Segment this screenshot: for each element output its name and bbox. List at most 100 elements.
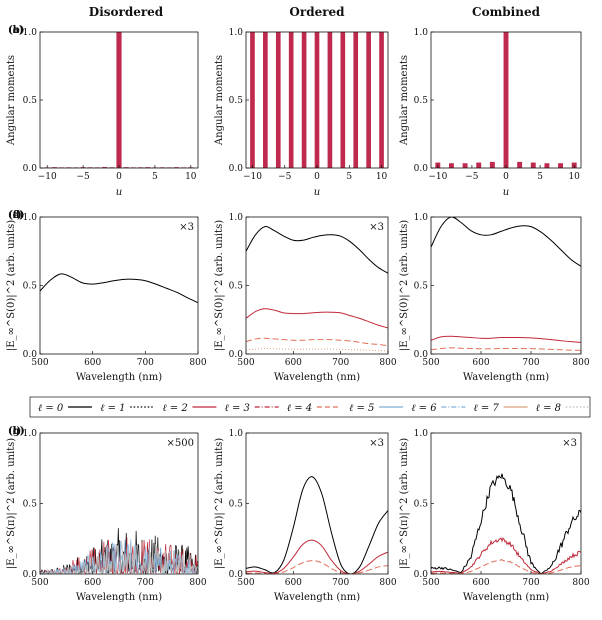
- x-tick-label: −10: [428, 172, 447, 182]
- bar-c--8: [449, 163, 454, 168]
- bar-b--8: [263, 32, 268, 168]
- bar-a-1: [123, 167, 129, 168]
- y-tick-label: 0.5: [23, 500, 38, 510]
- series-h-2: [246, 560, 388, 574]
- panel-f: (f) 500 600 700 800 0.0 0.5 1.0 Wavelength (nm): [8, 210, 590, 383]
- y-tick-label: 0.0: [23, 164, 38, 174]
- bar-b-10: [379, 32, 384, 168]
- legend-label-8: ℓ = 8: [536, 403, 561, 414]
- x-axis-label: u: [503, 187, 509, 198]
- panel-label: (b): [8, 25, 24, 36]
- x-tick-label: 10: [376, 172, 388, 182]
- plot-frame: [39, 216, 199, 355]
- scale-multiplier: ×500: [167, 438, 194, 449]
- series-d-0: [40, 273, 198, 304]
- y-tick-label: 0.5: [229, 282, 244, 292]
- bar-b--2: [301, 32, 307, 168]
- x-tick-label: 500: [31, 578, 48, 588]
- x-tick-label: −5: [76, 172, 90, 182]
- plot-area: [431, 473, 581, 574]
- panel-e: (e) 500 600 700 800 0.0 0.5 1.0 Wavelength (nm) ×…: [8, 210, 397, 383]
- x-tick-label: 600: [472, 358, 489, 368]
- x-tick-label: 800: [379, 578, 396, 588]
- bar-c--6: [462, 163, 468, 168]
- bar-b--10: [250, 32, 255, 168]
- y-axis-label-forward: |E_∞^S(0)|^2 (arb. units): [399, 220, 410, 351]
- y-tick-label: 0.5: [23, 96, 38, 106]
- y-tick-label: 1.0: [414, 28, 429, 38]
- x-tick-label: 5: [152, 172, 158, 182]
- bar-c--4: [476, 162, 482, 168]
- column-header-ordered: Ordered: [289, 5, 345, 19]
- x-tick-label: 0: [503, 172, 509, 182]
- bar-b--4: [288, 32, 294, 168]
- series-e-3: [246, 348, 388, 352]
- x-tick-label: 600: [472, 578, 489, 588]
- y-tick-label: 0.0: [229, 164, 244, 174]
- series-f-2: [431, 347, 581, 351]
- plot-area: [44, 32, 194, 168]
- panel-a: (a) −10 −5 0 5 10 0.0 0.5 1.0 u: [8, 25, 199, 198]
- x-tick-label: 800: [572, 578, 589, 588]
- bar-c-2: [517, 161, 523, 168]
- plot-area: [250, 32, 384, 168]
- panel-b: (b) −10 −5 0 5 10 0.0 0.5 1.0 u: [8, 25, 389, 198]
- x-axis-label: Wavelength (nm): [274, 372, 360, 383]
- y-tick-label: 1.0: [229, 28, 244, 38]
- scale-multiplier: ×3: [369, 222, 384, 233]
- y-tick-label: 0.5: [414, 500, 429, 510]
- y-tick-label: 1.0: [23, 429, 38, 439]
- plot-area: [40, 528, 198, 574]
- y-axis-label-backward: |E_∞^S(π)|^2 (arb. units): [214, 438, 225, 570]
- x-tick-label: 800: [189, 358, 206, 368]
- x-tick-label: −5: [465, 172, 479, 182]
- x-tick-label: 0: [314, 172, 320, 182]
- y-axis-label-forward: |E_∞^S(0)|^2 (arb. units): [6, 220, 17, 351]
- legend: ℓ = 0 ℓ = 1 ℓ = 2 ℓ = 3 ℓ = 4 ℓ = 5 ℓ = 6 ℓ = 7…: [29, 396, 591, 418]
- panel-label: (a): [8, 25, 24, 36]
- series-f-0: [431, 217, 581, 267]
- x-axis-label: Wavelength (nm): [76, 592, 162, 603]
- y-tick-label: 0.5: [229, 500, 244, 510]
- bar-c--2: [489, 161, 495, 168]
- plot-area: [435, 32, 577, 168]
- bar-b-4: [340, 32, 346, 168]
- x-tick-label: 10: [185, 172, 197, 182]
- legend-label-0: ℓ = 0: [38, 403, 64, 414]
- x-tick-label: 700: [137, 578, 154, 588]
- x-axis-label: Wavelength (nm): [463, 592, 549, 603]
- y-tick-label: 0.0: [23, 350, 38, 360]
- x-tick-label: 600: [84, 358, 101, 368]
- y-tick-label: 0.5: [23, 282, 38, 292]
- plot-area: [431, 217, 581, 351]
- y-tick-label: 1.0: [414, 429, 429, 439]
- x-axis-label: u: [314, 187, 320, 198]
- series-e-0: [246, 226, 388, 274]
- x-tick-label: 500: [422, 358, 439, 368]
- y-axis-label-backward: |E_∞^S(π)|^2 (arb. units): [6, 438, 17, 570]
- x-tick-label: −10: [243, 172, 262, 182]
- panel-label: (c): [8, 25, 24, 36]
- plot-frame: [430, 216, 582, 355]
- x-tick-label: 5: [346, 172, 352, 182]
- series-i-0: [431, 473, 581, 574]
- x-tick-label: 0: [116, 172, 122, 182]
- x-tick-label: 500: [31, 358, 48, 368]
- bar-c-4: [530, 162, 536, 168]
- panel-d: (d) 500 600 700 800 0.0 0.5 1.0 Wavelength (nm) ×…: [8, 210, 207, 383]
- bar-a--2: [102, 167, 108, 168]
- bar-b-8: [366, 32, 371, 168]
- x-axis-label: Wavelength (nm): [274, 592, 360, 603]
- y-tick-label: 0.0: [414, 570, 429, 580]
- series-f-1: [431, 335, 581, 343]
- series-e-2: [246, 337, 388, 347]
- y-axis-label-angular: Angular moments: [214, 55, 225, 146]
- panel-c: (c) −10 −5 0 5 10 0.0 0.5 1.0 u: [8, 25, 582, 198]
- scale-multiplier: ×3: [369, 438, 384, 449]
- y-tick-label: 0.0: [229, 350, 244, 360]
- x-tick-label: 600: [84, 578, 101, 588]
- plot-area: [40, 273, 198, 304]
- series-e-1: [246, 308, 388, 329]
- bar-a-8: [173, 167, 180, 168]
- panel-g: (g) 500 600 700 800 0.0 0.5 1.0 Wavelength (nm) ×…: [8, 426, 207, 603]
